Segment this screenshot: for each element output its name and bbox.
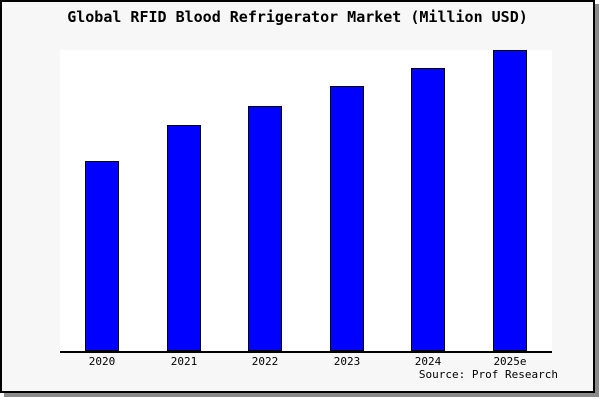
x-tick-label-2024: 2024 xyxy=(414,355,442,368)
bar-2024 xyxy=(411,68,445,351)
bar-2020 xyxy=(85,161,119,351)
x-tick-label-2022: 2022 xyxy=(251,355,279,368)
chart-frame: Global RFID Blood Refrigerator Market (M… xyxy=(0,0,595,393)
x-tick-label-2025e: 2025e xyxy=(493,355,527,368)
bar-2021 xyxy=(167,125,201,351)
figure-inner: Global RFID Blood Refrigerator Market (M… xyxy=(2,2,593,391)
bar-2025e xyxy=(493,50,527,351)
x-tick-label-2020: 2020 xyxy=(88,355,116,368)
source-credit: Source: Prof Research xyxy=(418,368,558,381)
x-tick-label-2021: 2021 xyxy=(170,355,198,368)
chart-title: Global RFID Blood Refrigerator Market (M… xyxy=(67,8,528,26)
bar-2023 xyxy=(330,86,364,351)
bar-2022 xyxy=(248,106,282,351)
x-tick-label-2023: 2023 xyxy=(333,355,361,368)
x-axis-line xyxy=(60,351,552,353)
plot-area xyxy=(60,50,552,351)
